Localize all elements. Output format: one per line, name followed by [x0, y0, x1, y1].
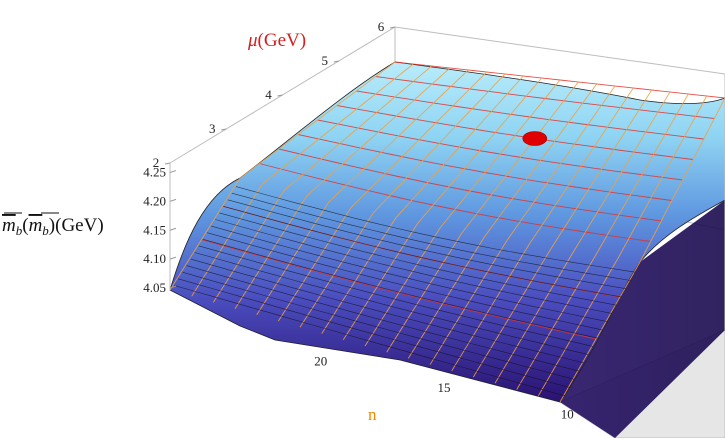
n-grid-line	[191, 63, 414, 297]
contour-line	[207, 232, 603, 331]
mu-tick-mark	[389, 26, 396, 29]
mu-tick-label: 2	[153, 155, 160, 170]
contour-line	[215, 219, 612, 314]
n-grid-line	[234, 67, 451, 309]
z-tick-mark	[169, 285, 177, 289]
n-grid-line	[494, 91, 671, 384]
n-axis-ticks: 20 15 10	[314, 353, 574, 421]
n-grid-line	[537, 95, 708, 397]
z-axis-title: mb(mb)(GeV)	[2, 215, 104, 238]
n-grid-line	[321, 75, 524, 334]
bounding-box-front	[169, 74, 725, 330]
contour-line	[174, 285, 565, 397]
mu-tick-label: 5	[322, 53, 329, 68]
contour-line	[186, 265, 579, 372]
z-tick-mark	[169, 170, 177, 174]
n-grid-lines	[169, 61, 725, 403]
contour-line	[211, 225, 608, 322]
n-grid-line	[472, 89, 653, 378]
n-grid-line	[516, 93, 689, 390]
z-tick-mark	[169, 227, 177, 231]
z-tick-label: 4.10	[143, 251, 166, 266]
n-tick-label: 20	[314, 353, 327, 368]
contour-line	[202, 239, 598, 339]
n-axis-title: n	[368, 405, 377, 424]
n-grid-line	[451, 87, 634, 372]
n-tick-label: 15	[438, 380, 451, 395]
contour-lines	[174, 186, 636, 397]
z-tick-mark	[169, 198, 177, 202]
z-tick-label: 4.25	[143, 165, 166, 180]
n-grid-line	[277, 71, 488, 322]
contour-line	[190, 258, 584, 364]
mu-tick-mark	[277, 94, 283, 97]
n-grid-line	[364, 79, 561, 347]
contour-line	[223, 206, 622, 298]
z-tick-mark	[169, 256, 177, 260]
n-grid-line	[559, 97, 725, 403]
n-grid-line	[429, 85, 616, 365]
mu-tick-mark	[221, 128, 227, 131]
mu-tick-mark	[333, 60, 339, 63]
z-tick-label: 4.15	[143, 222, 166, 237]
contour-line	[231, 192, 631, 281]
mu-tick-label: 6	[378, 19, 385, 34]
mu-axis-title: μ(GeV)	[247, 30, 306, 51]
contour-line	[178, 278, 570, 388]
mu-tick-label: 4	[265, 87, 272, 102]
n-grid-line	[386, 81, 579, 353]
n-grid-line	[212, 65, 432, 303]
n-tick-label: 10	[561, 407, 574, 422]
highlight-point	[522, 131, 548, 146]
z-tick-label: 4.20	[143, 193, 166, 208]
contour-line	[182, 271, 575, 380]
z-tick-label: 4.05	[143, 280, 166, 295]
n-grid-line	[256, 69, 469, 316]
mu-axis-ticks: 2 3 4 5 6	[153, 19, 396, 170]
n-grid-line	[407, 83, 598, 359]
mu-tick-label: 3	[209, 121, 216, 136]
n-grid-line	[342, 77, 543, 341]
z-axis-ticks: 4.05 4.10 4.15 4.20 4.25	[143, 165, 177, 295]
contour-line	[235, 186, 636, 273]
n-grid-line	[169, 61, 396, 291]
contour-line	[194, 252, 589, 355]
contour-line	[227, 199, 626, 289]
mu-tick-mark	[164, 162, 171, 165]
contour-line	[219, 212, 617, 306]
contour-line	[198, 245, 593, 347]
n-grid-line	[299, 73, 506, 328]
